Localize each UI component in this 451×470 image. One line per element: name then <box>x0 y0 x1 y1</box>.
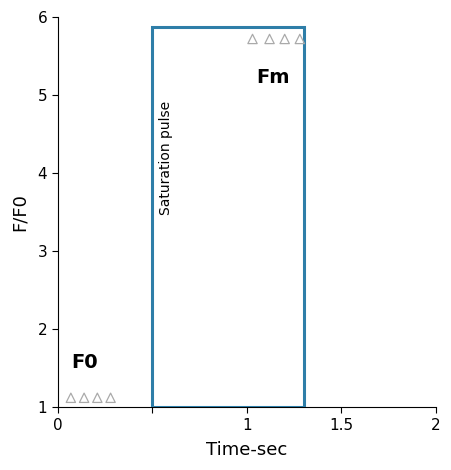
Point <box>249 35 256 43</box>
Y-axis label: F/F0: F/F0 <box>11 193 29 231</box>
Point <box>80 394 87 401</box>
Text: Fm: Fm <box>256 68 289 87</box>
Point <box>67 394 74 401</box>
Point <box>107 394 114 401</box>
Bar <box>152 27 303 407</box>
Point <box>93 394 101 401</box>
Text: F0: F0 <box>71 353 97 372</box>
X-axis label: Time-sec: Time-sec <box>206 441 287 459</box>
Text: Saturation pulse: Saturation pulse <box>158 101 172 215</box>
Point <box>281 35 288 43</box>
Point <box>295 35 303 43</box>
Point <box>265 35 272 43</box>
